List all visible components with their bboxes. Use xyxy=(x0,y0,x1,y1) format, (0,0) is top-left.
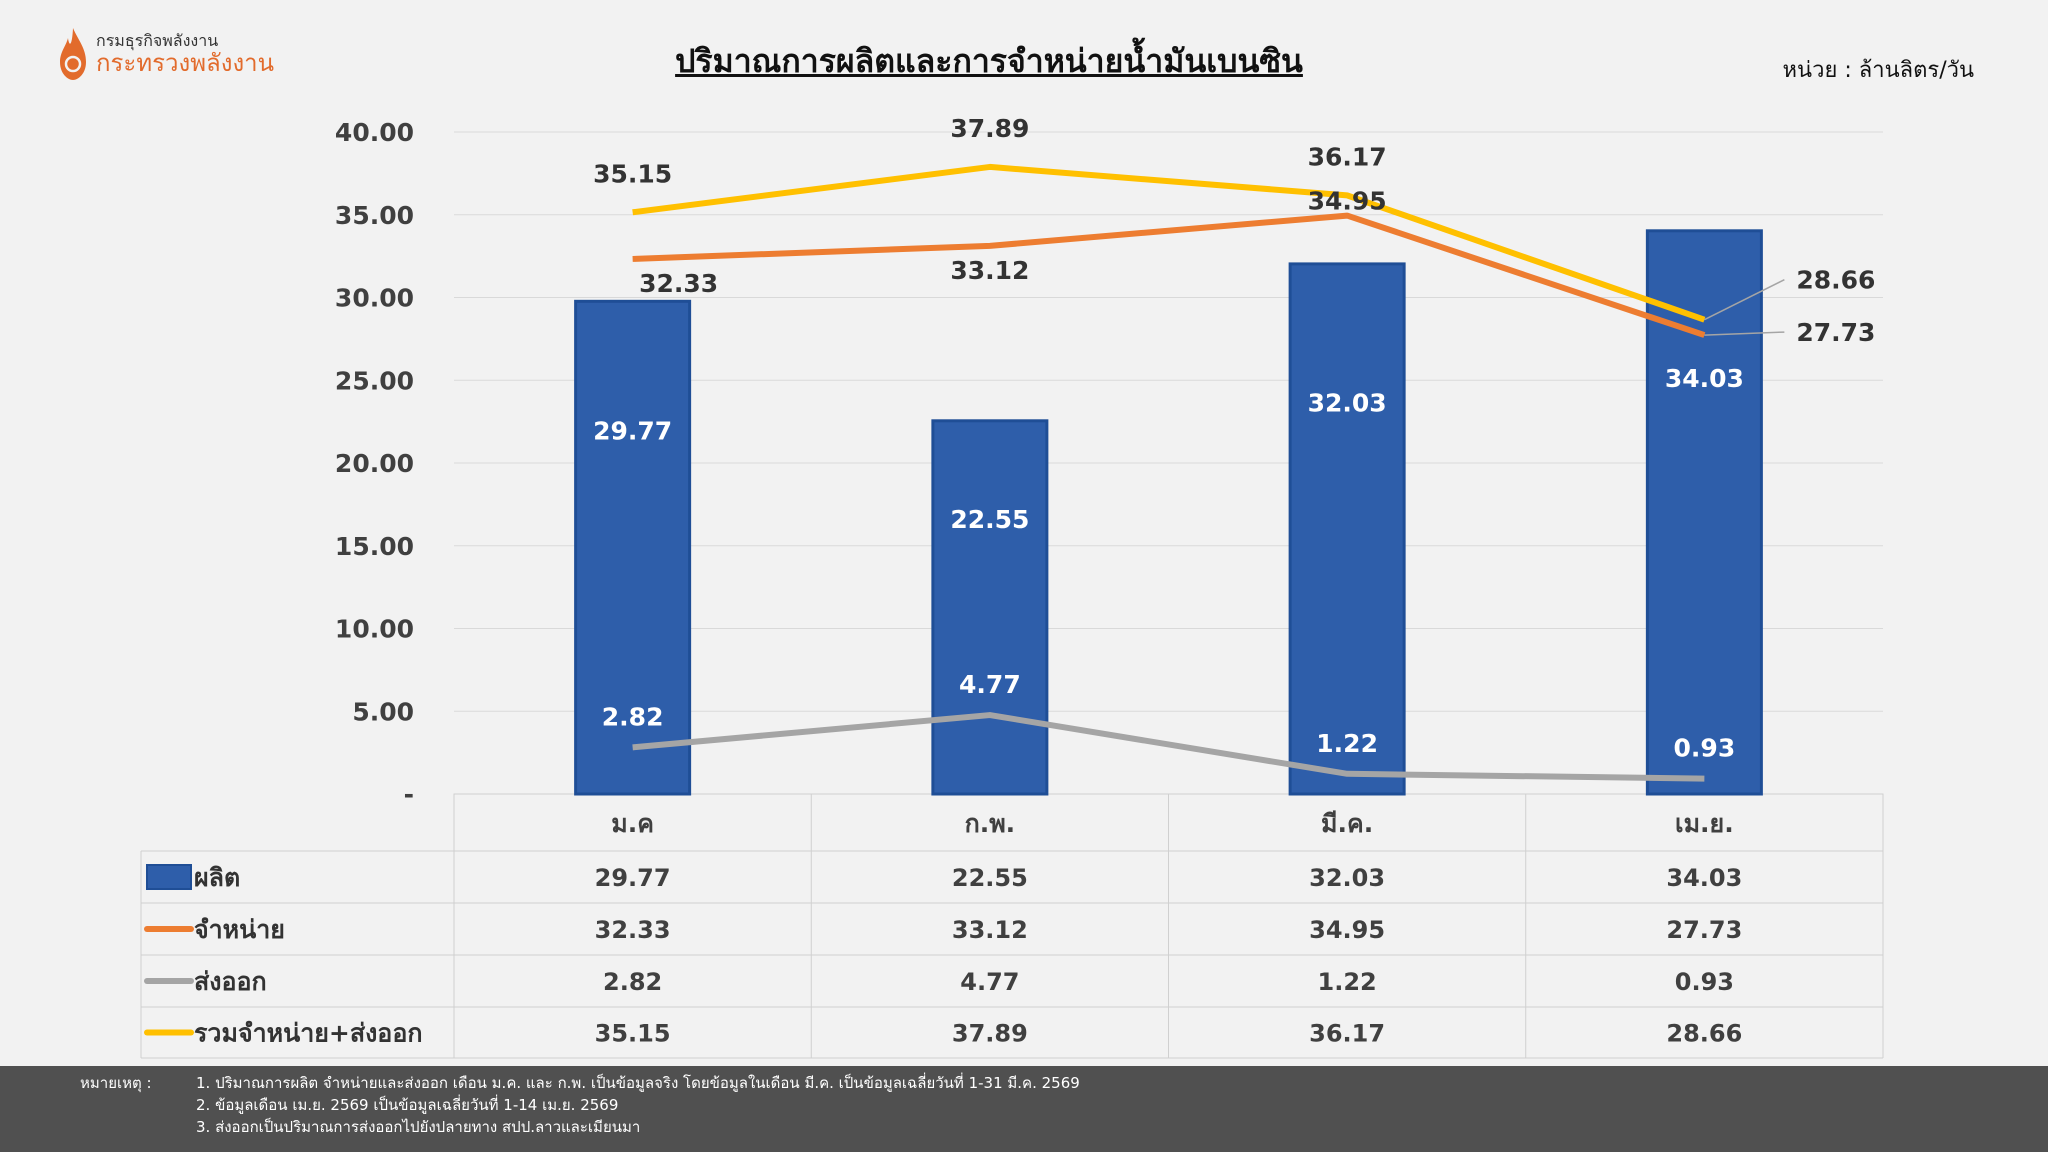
y-tick-label: - xyxy=(404,780,414,809)
x-category-label: เม.ย. xyxy=(1675,809,1734,838)
leader-line xyxy=(1704,331,1785,336)
bar-3 xyxy=(1645,229,1763,796)
line-data-label: 37.89 xyxy=(950,114,1029,143)
table-cell-value: 32.33 xyxy=(595,916,671,944)
legend-label: ผลิต xyxy=(194,863,240,892)
footer-notes: หมายเหตุ : 1. ปริมาณการผลิต จำหน่ายและส่… xyxy=(0,1066,2048,1152)
table-cell-value: 4.77 xyxy=(960,968,1019,996)
legend-label: ส่งออก xyxy=(194,967,267,996)
bar-2 xyxy=(1288,262,1406,796)
legend-label: จำหน่าย xyxy=(194,915,285,944)
line-data-label: 4.77 xyxy=(959,670,1021,699)
line-data-label: 2.82 xyxy=(602,702,664,731)
flame-logo-icon xyxy=(60,28,86,80)
y-tick-label: 10.00 xyxy=(335,615,414,644)
bar-data-label: 34.03 xyxy=(1665,364,1744,393)
table-cell-value: 34.95 xyxy=(1309,916,1385,944)
y-tick-label: 35.00 xyxy=(335,201,414,230)
table-cell-value: 28.66 xyxy=(1666,1020,1742,1048)
line-data-label: 32.33 xyxy=(639,269,718,298)
table-cell-value: 36.17 xyxy=(1309,1020,1385,1048)
line-data-label: 33.12 xyxy=(950,256,1029,285)
y-tick-label: 15.00 xyxy=(335,532,414,561)
y-tick-label: 40.00 xyxy=(335,118,414,147)
legend-swatch-0 xyxy=(146,864,192,890)
note-3: 3. ส่งออกเป็นปริมาณการส่งออกไปยังปลายทาง… xyxy=(196,1118,641,1136)
x-category-label: ม.ค xyxy=(611,809,654,838)
line-1 xyxy=(632,212,1706,338)
table-cell-value: 32.03 xyxy=(1309,864,1385,892)
bar-1 xyxy=(931,419,1049,796)
x-category-label: ก.พ. xyxy=(965,809,1016,838)
chart: - 5.00 10.00 15.00 20.00 25.00 30.00 35.00 40.00… xyxy=(140,114,1884,1059)
bar-data-label: 22.55 xyxy=(950,505,1029,534)
line-data-label: 0.93 xyxy=(1674,734,1736,763)
line-data-label: 35.15 xyxy=(593,159,672,188)
legend-label: รวมจำหน่าย+ส่งออก xyxy=(194,1019,422,1048)
y-tick-label: 5.00 xyxy=(352,697,414,726)
bar-0 xyxy=(574,299,692,796)
line-data-label: 28.66 xyxy=(1796,266,1875,295)
notes-prefix: หมายเหตุ : xyxy=(80,1074,152,1092)
line-2 xyxy=(632,712,1705,782)
table-cell-value: 35.15 xyxy=(595,1020,671,1048)
table-cell-value: 2.82 xyxy=(603,968,662,996)
x-category-label: มี.ค. xyxy=(1321,809,1373,838)
line-data-label: 36.17 xyxy=(1308,142,1387,171)
table-cell-value: 29.77 xyxy=(595,864,671,892)
note-2: 2. ข้อมูลเดือน เม.ย. 2569 เป็นข้อมูลเฉลี… xyxy=(196,1096,619,1114)
page-title: ปริมาณการผลิตและการจำหน่ายน้ำมันเบนซิน xyxy=(675,42,1303,80)
org-department: กรมธุรกิจพลังงาน xyxy=(96,31,219,50)
y-tick-label: 30.00 xyxy=(335,284,414,313)
y-tick-label: 20.00 xyxy=(335,449,414,478)
line-3 xyxy=(632,163,1706,323)
unit-label: หน่วย : ล้านลิตร/วัน xyxy=(1782,58,1974,83)
table-cell-value: 33.12 xyxy=(952,916,1028,944)
line-data-label: 1.22 xyxy=(1316,729,1378,758)
line-data-label: 27.73 xyxy=(1796,318,1875,347)
leader-line xyxy=(1704,279,1785,321)
note-1: 1. ปริมาณการผลิต จำหน่ายและส่งออก เดือน … xyxy=(196,1074,1080,1092)
table-cell-value: 0.93 xyxy=(1675,968,1734,996)
logo: กรมธุรกิจพลังงาน กระทรวงพลังงาน xyxy=(56,26,274,82)
bar-data-label: 32.03 xyxy=(1308,389,1387,418)
line-data-label: 34.95 xyxy=(1308,187,1387,216)
bar-data-label: 29.77 xyxy=(593,416,672,445)
table-cell-value: 37.89 xyxy=(952,1020,1028,1048)
table-cell-value: 34.03 xyxy=(1666,864,1742,892)
table-cell-value: 27.73 xyxy=(1666,916,1742,944)
org-ministry: กระทรวงพลังงาน xyxy=(96,49,275,77)
table-cell-value: 1.22 xyxy=(1318,968,1377,996)
table-cell-value: 22.55 xyxy=(952,864,1028,892)
y-tick-label: 25.00 xyxy=(335,366,414,395)
